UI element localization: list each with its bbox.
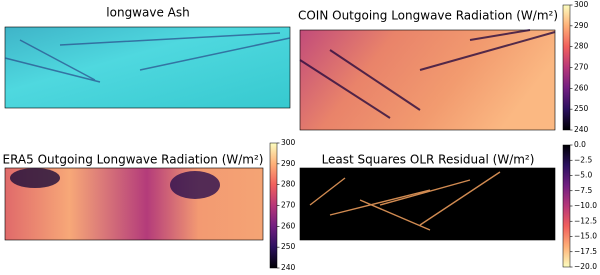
- image: [4, 26, 291, 109]
- colorbar-tick-label: 260: [574, 83, 589, 92]
- colorbar-tick-label: −2.5: [574, 155, 592, 164]
- panel-title: COIN Outgoing Longwave Radiation (W/m²): [298, 9, 558, 23]
- colorbar-tick-label: −10.0: [574, 201, 597, 210]
- panel-era5: ERA5 Outgoing Longwave Radiation (W/m²): [3, 153, 264, 241]
- panel-title: ERA5 Outgoing Longwave Radiation (W/m²): [3, 153, 264, 167]
- colorbar-tick-label: 300: [281, 138, 296, 147]
- panel-residual: Least Squares OLR Residual (W/m²): [299, 153, 556, 241]
- colorbar-tick-label: 290: [281, 159, 296, 168]
- streaks: [309, 171, 501, 231]
- colorbar-tick-label: 290: [574, 21, 589, 30]
- colorbar: [562, 144, 571, 268]
- colorbar-tick-label: −15.0: [574, 232, 597, 241]
- colorbar: [562, 4, 571, 131]
- streaks: [299, 29, 556, 119]
- panel-coin: COIN Outgoing Longwave Radiation (W/m²): [298, 9, 558, 131]
- colorbar-tick-label: 250: [574, 104, 589, 113]
- panel-ash: longwave Ash: [4, 6, 291, 109]
- colorbar-tick-label: 270: [574, 63, 589, 72]
- blob: [170, 171, 220, 199]
- colorbar-tick-label: −20.0: [574, 262, 597, 271]
- streaks: [4, 32, 291, 83]
- colorbar-tick-label: −12.5: [574, 216, 597, 225]
- colorbar-tick-label: 240: [281, 263, 296, 272]
- image: [299, 29, 556, 131]
- colorbar-tick-label: −17.5: [574, 247, 597, 256]
- panel-title: longwave Ash: [106, 6, 189, 20]
- colorbar-tick-label: 280: [281, 180, 296, 189]
- colorbar-tick-label: −5.0: [574, 171, 592, 180]
- colorbar-tick-label: 260: [281, 221, 296, 230]
- colorbar-tick-label: −7.5: [574, 186, 592, 195]
- colorbar-tick-label: 240: [574, 125, 589, 134]
- colorbar-tick-label: 250: [281, 242, 296, 251]
- colorbar-tick-label: 0.0: [574, 140, 586, 149]
- colorbar-tick-label: 280: [574, 42, 589, 51]
- panel-title: Least Squares OLR Residual (W/m²): [322, 153, 535, 167]
- colorbar: [269, 142, 278, 269]
- colorbar-tick-label: 300: [574, 0, 589, 9]
- colorbar-tick-label: 270: [281, 201, 296, 210]
- blob: [10, 168, 60, 188]
